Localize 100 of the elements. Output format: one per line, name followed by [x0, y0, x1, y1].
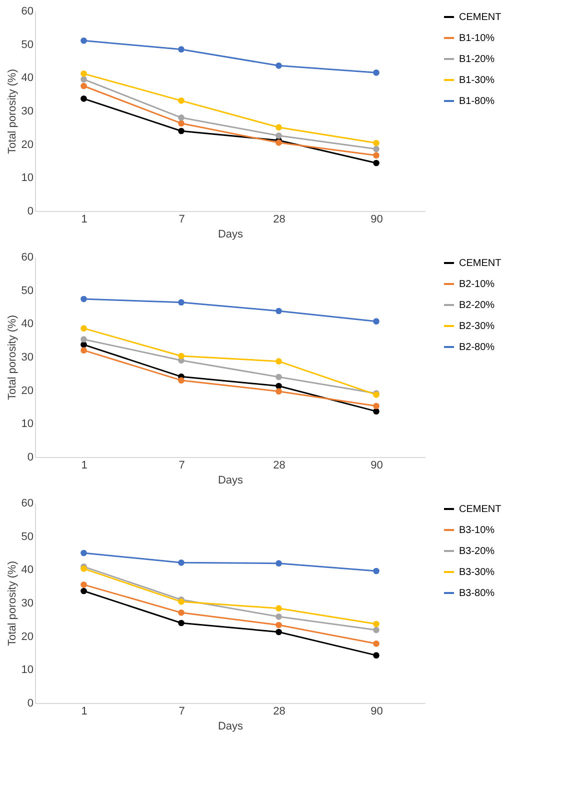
y-tick-label: 50 [21, 530, 34, 543]
x-tick-label: 7 [178, 460, 185, 472]
legend-label: B1-30% [459, 75, 495, 86]
point [80, 347, 87, 354]
y-tick-label: 30 [21, 106, 34, 118]
x-axis-title: Days [218, 720, 244, 732]
legend-label: B2-10% [459, 279, 495, 290]
point [80, 82, 87, 90]
legend-label: B3-20% [459, 546, 495, 557]
x-tick-label: 7 [178, 214, 185, 226]
y-tick-label: 20 [21, 630, 34, 643]
point [80, 588, 87, 594]
point [178, 114, 184, 121]
point [373, 640, 380, 647]
point [178, 377, 184, 384]
point [178, 620, 184, 626]
point [276, 132, 282, 139]
legend-label: B2-80% [459, 342, 495, 353]
point [276, 308, 282, 314]
legend-label: CEMENT [459, 258, 502, 269]
legend-label: B1-80% [459, 96, 495, 107]
point [276, 124, 282, 130]
x-axis-title: Days [218, 228, 244, 240]
x-tick-label: 90 [370, 214, 383, 226]
point [178, 98, 184, 104]
y-tick-label: 60 [21, 498, 34, 510]
point [178, 560, 184, 566]
point [276, 560, 282, 566]
y-axis-title: Total porosity (%) [6, 315, 18, 400]
y-tick-label: 50 [21, 38, 34, 51]
legend-label: B1-20% [459, 54, 495, 65]
y-tick-label: 10 [21, 418, 34, 430]
point [373, 318, 380, 324]
point [373, 568, 380, 574]
point [178, 120, 184, 126]
point [276, 382, 282, 390]
y-tick-label: 10 [21, 664, 34, 676]
y-tick-label: 30 [21, 352, 34, 364]
y-tick-label: 20 [21, 384, 34, 397]
y-tick-label: 20 [21, 138, 34, 151]
point [80, 70, 87, 77]
legend-label: B3-10% [459, 525, 495, 536]
point [80, 325, 87, 332]
point [80, 38, 87, 44]
point [373, 160, 380, 166]
point [80, 296, 87, 302]
x-tick-label: 1 [81, 706, 88, 718]
point [373, 652, 380, 658]
point [276, 62, 282, 69]
y-tick-label: 30 [21, 598, 34, 610]
x-tick-label: 28 [273, 706, 286, 718]
y-axis-title: Total porosity (%) [6, 561, 18, 646]
y-tick-label: 0 [27, 452, 34, 464]
point [80, 96, 87, 102]
point [373, 140, 380, 146]
point [80, 582, 87, 588]
y-tick-label: 60 [21, 252, 34, 264]
x-tick-label: 90 [370, 460, 383, 472]
point [276, 388, 282, 394]
point [80, 336, 87, 342]
y-tick-label: 40 [21, 318, 34, 330]
point [373, 146, 380, 152]
y-tick-label: 40 [21, 72, 34, 84]
point [80, 76, 87, 82]
legend-label: CEMENT [459, 12, 502, 23]
y-axis-title: Total porosity (%) [6, 69, 18, 154]
point [178, 46, 184, 52]
point [373, 620, 380, 628]
x-axis-title: Days [218, 474, 244, 486]
y-tick-label: 50 [21, 284, 34, 297]
point [373, 408, 380, 414]
point [80, 550, 87, 556]
x-tick-label: 90 [370, 706, 383, 718]
y-tick-label: 60 [21, 6, 34, 18]
point [276, 605, 282, 612]
point [276, 140, 282, 146]
point [178, 128, 184, 134]
x-tick-label: 28 [273, 214, 286, 226]
x-tick-label: 1 [81, 460, 88, 472]
point [276, 622, 282, 628]
y-tick-label: 0 [27, 698, 34, 710]
legend-label: B1-10% [459, 33, 495, 44]
legend-label: B2-20% [459, 300, 495, 311]
point [276, 358, 282, 364]
point [178, 352, 184, 360]
legend-label: B2-30% [459, 321, 495, 332]
legend-label: B3-30% [459, 567, 495, 578]
point [178, 610, 184, 616]
y-tick-label: 10 [21, 172, 34, 184]
point [276, 614, 282, 620]
y-tick-label: 40 [21, 564, 34, 576]
x-tick-label: 1 [81, 214, 88, 226]
legend-label: CEMENT [459, 504, 502, 515]
point [276, 374, 282, 380]
point [373, 152, 380, 158]
legend-label: B3-80% [459, 588, 495, 599]
point [373, 70, 380, 76]
point [373, 402, 380, 410]
point [276, 628, 282, 636]
y-tick-label: 0 [27, 206, 34, 218]
